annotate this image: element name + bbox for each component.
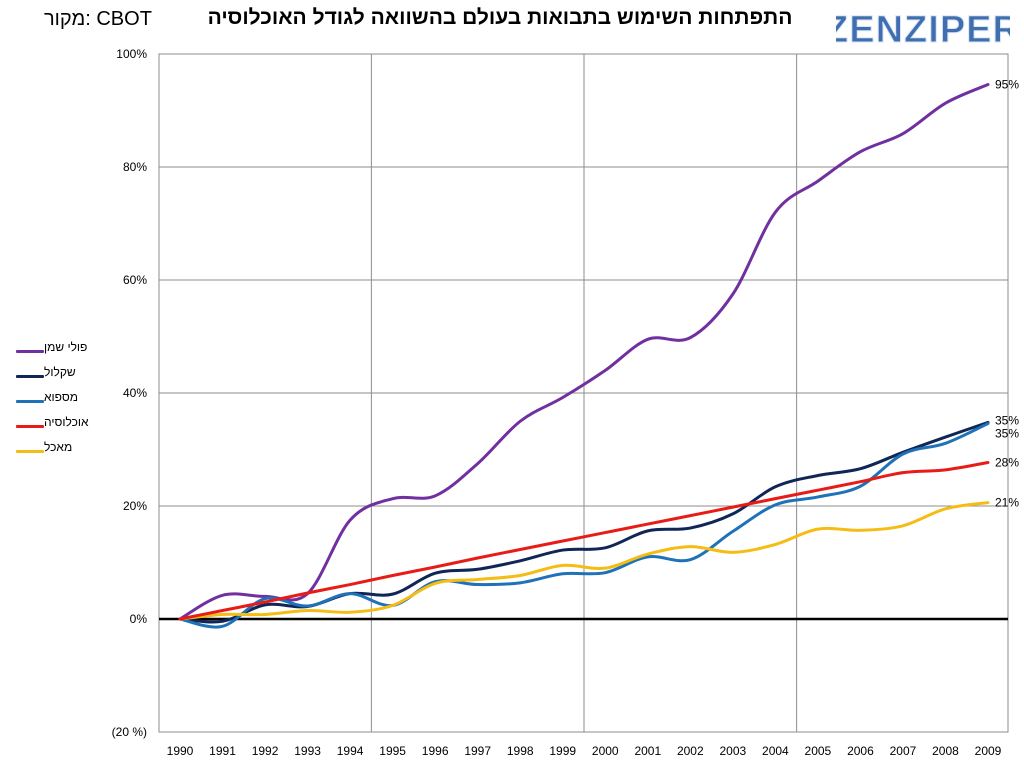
y-tick-label: 60% <box>123 273 147 287</box>
x-tick-label: 2001 <box>634 744 661 758</box>
legend-item: שקלול <box>14 365 124 390</box>
x-tick-label: 2006 <box>847 744 874 758</box>
series-end-label: 35% <box>995 427 1019 441</box>
series-line-2 <box>178 422 990 629</box>
x-tick-label: 2008 <box>932 744 959 758</box>
x-tick-label: 2004 <box>762 744 789 758</box>
x-tick-label: 1990 <box>167 744 194 758</box>
legend-swatch <box>16 425 44 428</box>
x-tick-label: 1994 <box>337 744 364 758</box>
plot-area-border <box>158 53 1009 733</box>
x-tick-label: 2009 <box>975 744 1002 758</box>
x-tick-label: 1997 <box>464 744 491 758</box>
legend-swatch <box>16 450 44 453</box>
x-tick-label: 2005 <box>805 744 832 758</box>
x-tick-label: 2003 <box>719 744 746 758</box>
series-line-3 <box>178 460 990 621</box>
y-tick-label: 100% <box>116 47 147 61</box>
legend-item: פולי שמן <box>14 340 124 365</box>
zenziper-logo: ZENZIPER <box>836 9 1010 52</box>
legend-swatch <box>16 400 44 403</box>
legend-item: מאכל <box>14 440 124 465</box>
legend-item: אוכלוסיה <box>14 415 124 440</box>
x-tick-label: 2000 <box>592 744 619 758</box>
logo-text: ZENZIPER <box>836 9 1010 51</box>
chart-title: התפתחות השימוש בתבואות בעולם בהשוואה לגו… <box>207 6 793 29</box>
y-tick-label: (20 %) <box>112 725 147 739</box>
x-tick-label: 1999 <box>549 744 576 758</box>
legend-label: אוכלוסיה <box>44 415 89 429</box>
x-tick-label: 1995 <box>379 744 406 758</box>
x-tick-label: 1993 <box>294 744 321 758</box>
x-tick-label: 1998 <box>507 744 534 758</box>
y-tick-label: 20% <box>123 499 147 513</box>
y-tick-label: 80% <box>123 160 147 174</box>
x-tick-label: 1991 <box>209 744 236 758</box>
series-line-4 <box>178 501 990 621</box>
source-label: מקור: CBOT <box>44 8 152 30</box>
y-tick-label: 0% <box>130 612 148 626</box>
legend-label: פולי שמן <box>44 340 88 354</box>
series-end-label: 21% <box>995 496 1019 510</box>
x-tick-label: 1996 <box>422 744 449 758</box>
legend-label: מספוא <box>44 390 78 404</box>
legend-label: שקלול <box>44 365 76 379</box>
legend-item: מספוא <box>14 390 124 415</box>
x-tick-label: 2002 <box>677 744 704 758</box>
legend-swatch <box>16 350 44 353</box>
series-end-label: 35% <box>995 413 1019 427</box>
series-line-0 <box>178 83 990 621</box>
series-end-label: 95% <box>995 78 1019 92</box>
y-tick-label: 40% <box>123 386 147 400</box>
legend-swatch <box>16 375 44 378</box>
legend: פולי שמן שקלול מספוא אוכלוסיה מאכל <box>14 340 124 465</box>
x-tick-label: 1992 <box>252 744 279 758</box>
series-end-label: 28% <box>995 455 1019 469</box>
x-tick-label: 2007 <box>890 744 917 758</box>
legend-label: מאכל <box>44 440 73 454</box>
